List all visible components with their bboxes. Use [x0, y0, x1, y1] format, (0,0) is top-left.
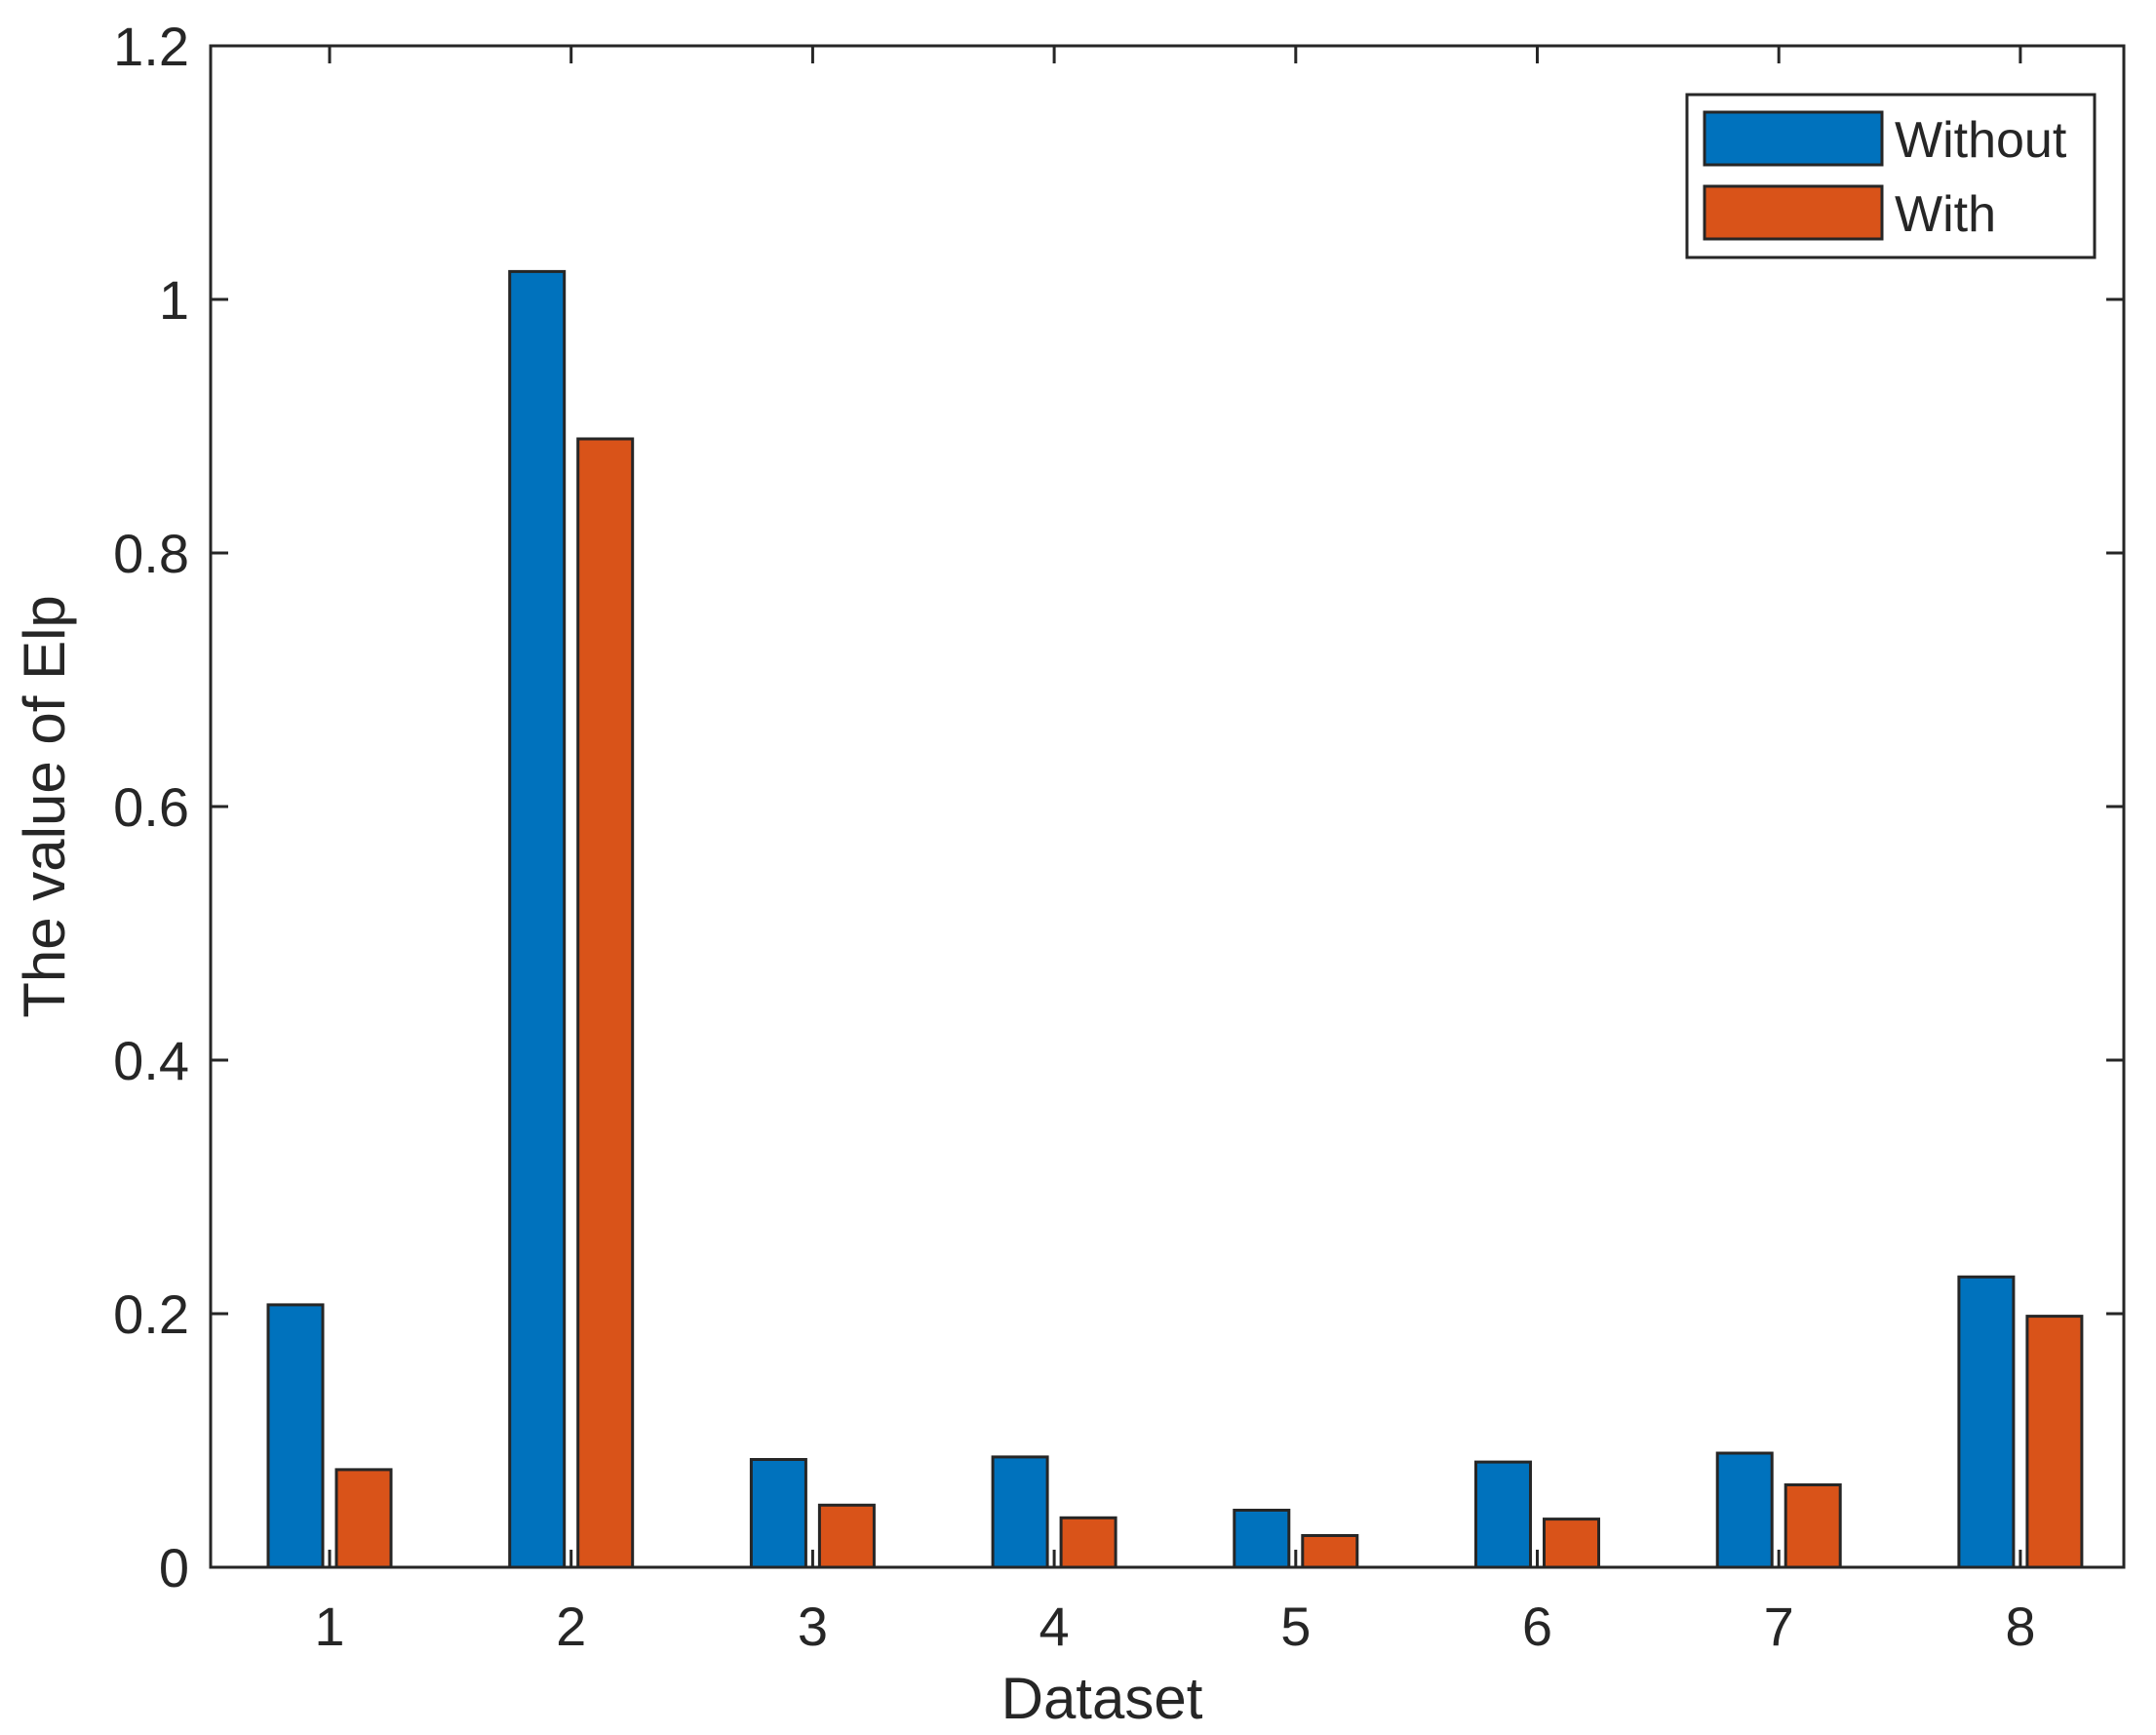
x-tick-label-2: 2	[556, 1596, 586, 1657]
bar-with-3	[817, 1503, 876, 1569]
x-axis-label: Dataset	[1001, 1666, 1203, 1731]
y-tick-label-0.2: 0.2	[113, 1283, 189, 1345]
y-tick-label-0.6: 0.6	[113, 776, 189, 838]
legend-swatch-with	[1703, 184, 1884, 241]
y-tick-label-1.2: 1.2	[113, 16, 189, 77]
y-axis-label: The value of Elp	[12, 595, 77, 1018]
y-tick-label-0: 0	[159, 1537, 189, 1598]
x-tick-label-4: 4	[1039, 1596, 1070, 1657]
bar-without-6	[1474, 1460, 1532, 1569]
y-tick-label-1: 1	[159, 269, 189, 331]
bar-with-1	[334, 1468, 393, 1569]
y-tick-label-0.4: 0.4	[113, 1030, 189, 1091]
legend-label-with: With	[1895, 186, 1996, 243]
x-tick-label-3: 3	[798, 1596, 828, 1657]
legend-swatch-without	[1703, 110, 1884, 167]
bar-with-4	[1059, 1516, 1117, 1569]
ticks-layer: 1 2 3 4 5 6 7 8 0 0.2 0.4 0.6 0.8 1 1.2	[113, 16, 2124, 1657]
bar-with-2	[576, 437, 635, 1569]
x-tick-label-8: 8	[2005, 1596, 2035, 1657]
bar-without-7	[1715, 1451, 1774, 1569]
bar-without-3	[749, 1458, 807, 1569]
bar-with-6	[1543, 1518, 1600, 1569]
x-tick-label-7: 7	[1764, 1596, 1794, 1657]
legend-label-without: Without	[1895, 112, 2067, 169]
bar-with-8	[2025, 1315, 2084, 1569]
bar-without-1	[266, 1303, 325, 1569]
y-tick-label-0.8: 0.8	[113, 523, 189, 584]
bar-with-7	[1784, 1483, 1842, 1569]
plot-area-frame	[209, 44, 2126, 1569]
x-tick-label-6: 6	[1522, 1596, 1552, 1657]
bars-layer	[266, 269, 2084, 1569]
legend: Without With	[1685, 93, 2097, 259]
bar-with-5	[1301, 1534, 1359, 1569]
bar-without-4	[991, 1455, 1049, 1569]
bar-without-5	[1233, 1509, 1291, 1569]
x-tick-label-1: 1	[314, 1596, 344, 1657]
x-tick-label-5: 5	[1280, 1596, 1311, 1657]
bar-without-8	[1957, 1275, 2016, 1569]
bar-without-2	[508, 269, 567, 1569]
